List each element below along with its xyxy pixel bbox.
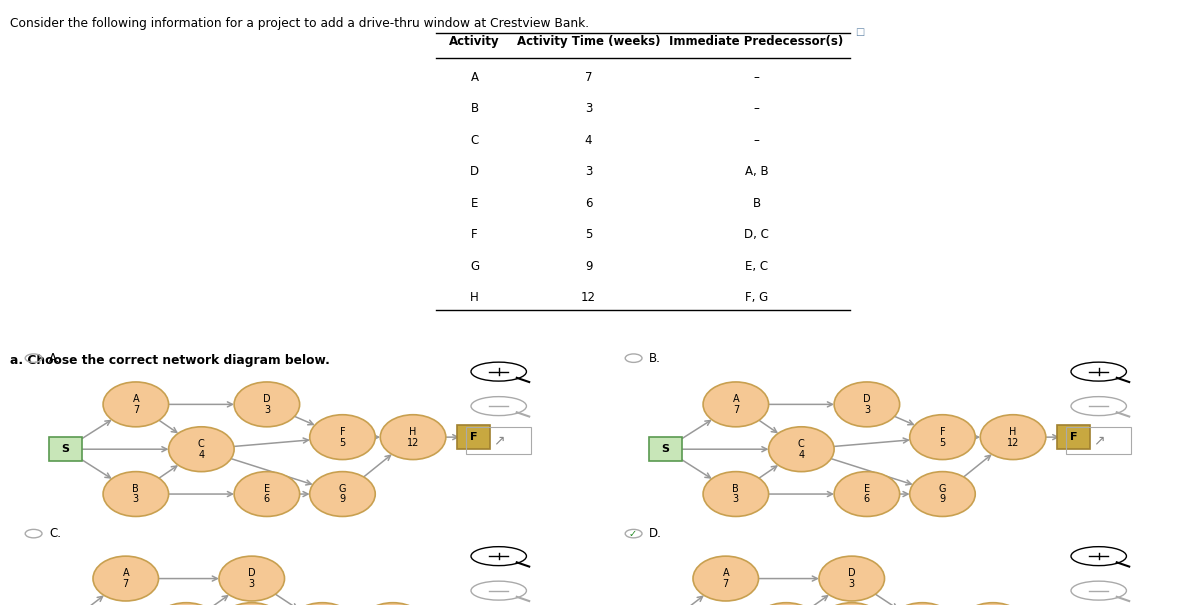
Text: F: F <box>1069 432 1078 442</box>
FancyBboxPatch shape <box>1057 425 1090 449</box>
Text: E
6: E 6 <box>264 483 270 505</box>
Text: D
3: D 3 <box>248 568 256 589</box>
Text: A
7: A 7 <box>122 568 130 589</box>
Ellipse shape <box>694 556 758 601</box>
Text: B: B <box>752 197 761 210</box>
Text: B.: B. <box>649 352 661 365</box>
Ellipse shape <box>169 427 234 472</box>
Ellipse shape <box>703 472 769 517</box>
Ellipse shape <box>360 603 426 605</box>
Text: A, B: A, B <box>745 165 768 178</box>
FancyBboxPatch shape <box>457 425 490 449</box>
Text: B: B <box>470 102 479 116</box>
Text: 12: 12 <box>581 291 596 304</box>
Text: F: F <box>472 228 478 241</box>
Text: 6: 6 <box>584 197 593 210</box>
Text: 3: 3 <box>584 165 593 178</box>
Ellipse shape <box>380 415 446 460</box>
FancyBboxPatch shape <box>49 437 82 461</box>
Ellipse shape <box>769 427 834 472</box>
Ellipse shape <box>289 603 355 605</box>
Ellipse shape <box>834 472 900 517</box>
Text: ↗: ↗ <box>1093 434 1104 448</box>
Text: G
9: G 9 <box>938 483 947 505</box>
Text: ↗: ↗ <box>493 434 504 448</box>
Ellipse shape <box>834 382 900 427</box>
Text: A: A <box>470 71 479 84</box>
Text: C
4: C 4 <box>198 439 205 460</box>
Ellipse shape <box>910 415 976 460</box>
Ellipse shape <box>234 472 300 517</box>
Ellipse shape <box>703 382 769 427</box>
Text: B
3: B 3 <box>132 483 139 505</box>
Text: Activity Time (weeks): Activity Time (weeks) <box>517 35 660 48</box>
FancyBboxPatch shape <box>649 437 682 461</box>
Text: B
3: B 3 <box>732 483 739 505</box>
Ellipse shape <box>154 603 220 605</box>
Text: A
7: A 7 <box>132 394 139 415</box>
Text: D
3: D 3 <box>863 394 871 415</box>
Text: C
4: C 4 <box>798 439 805 460</box>
Text: Consider the following information for a project to add a drive-thru window at C: Consider the following information for a… <box>10 17 589 30</box>
Ellipse shape <box>910 472 976 517</box>
Text: E
6: E 6 <box>864 483 870 505</box>
Text: D: D <box>470 165 479 178</box>
Text: A.: A. <box>49 352 61 365</box>
Text: D, C: D, C <box>744 228 769 241</box>
Text: –: – <box>754 134 760 147</box>
Text: –: – <box>754 102 760 116</box>
Text: □: □ <box>856 27 865 38</box>
Ellipse shape <box>960 603 1026 605</box>
Text: 7: 7 <box>584 71 593 84</box>
Text: F
5: F 5 <box>940 427 946 448</box>
Text: F: F <box>469 432 478 442</box>
Text: 9: 9 <box>584 260 593 273</box>
Text: 4: 4 <box>584 134 593 147</box>
Text: C.: C. <box>49 527 61 540</box>
Text: ✓: ✓ <box>629 529 636 538</box>
Ellipse shape <box>818 603 884 605</box>
Ellipse shape <box>754 603 818 605</box>
Text: G: G <box>470 260 479 273</box>
Text: H: H <box>470 291 479 304</box>
Text: Immediate Predecessor(s): Immediate Predecessor(s) <box>670 35 844 48</box>
Text: Activity: Activity <box>449 35 500 48</box>
Ellipse shape <box>234 382 300 427</box>
Text: D.: D. <box>649 527 662 540</box>
Ellipse shape <box>818 556 884 601</box>
Text: E: E <box>470 197 479 210</box>
Text: A
7: A 7 <box>722 568 730 589</box>
Ellipse shape <box>94 556 158 601</box>
Text: D
3: D 3 <box>848 568 856 589</box>
Ellipse shape <box>889 603 955 605</box>
Text: S: S <box>661 444 670 454</box>
Ellipse shape <box>310 472 376 517</box>
Text: E, C: E, C <box>745 260 768 273</box>
Text: A
7: A 7 <box>732 394 739 415</box>
Text: F
5: F 5 <box>340 427 346 448</box>
Text: F, G: F, G <box>745 291 768 304</box>
Ellipse shape <box>220 556 284 601</box>
Text: D
3: D 3 <box>263 394 271 415</box>
Text: S: S <box>61 444 70 454</box>
Ellipse shape <box>310 415 376 460</box>
Text: G
9: G 9 <box>338 483 347 505</box>
Text: –: – <box>754 71 760 84</box>
Ellipse shape <box>220 603 284 605</box>
Text: a. Choose the correct network diagram below.: a. Choose the correct network diagram be… <box>10 354 330 367</box>
Text: H
12: H 12 <box>407 427 419 448</box>
Text: C: C <box>470 134 479 147</box>
Text: 3: 3 <box>584 102 593 116</box>
Text: H
12: H 12 <box>1007 427 1019 448</box>
Ellipse shape <box>980 415 1046 460</box>
Ellipse shape <box>103 472 168 517</box>
Text: 5: 5 <box>584 228 593 241</box>
Ellipse shape <box>103 382 168 427</box>
